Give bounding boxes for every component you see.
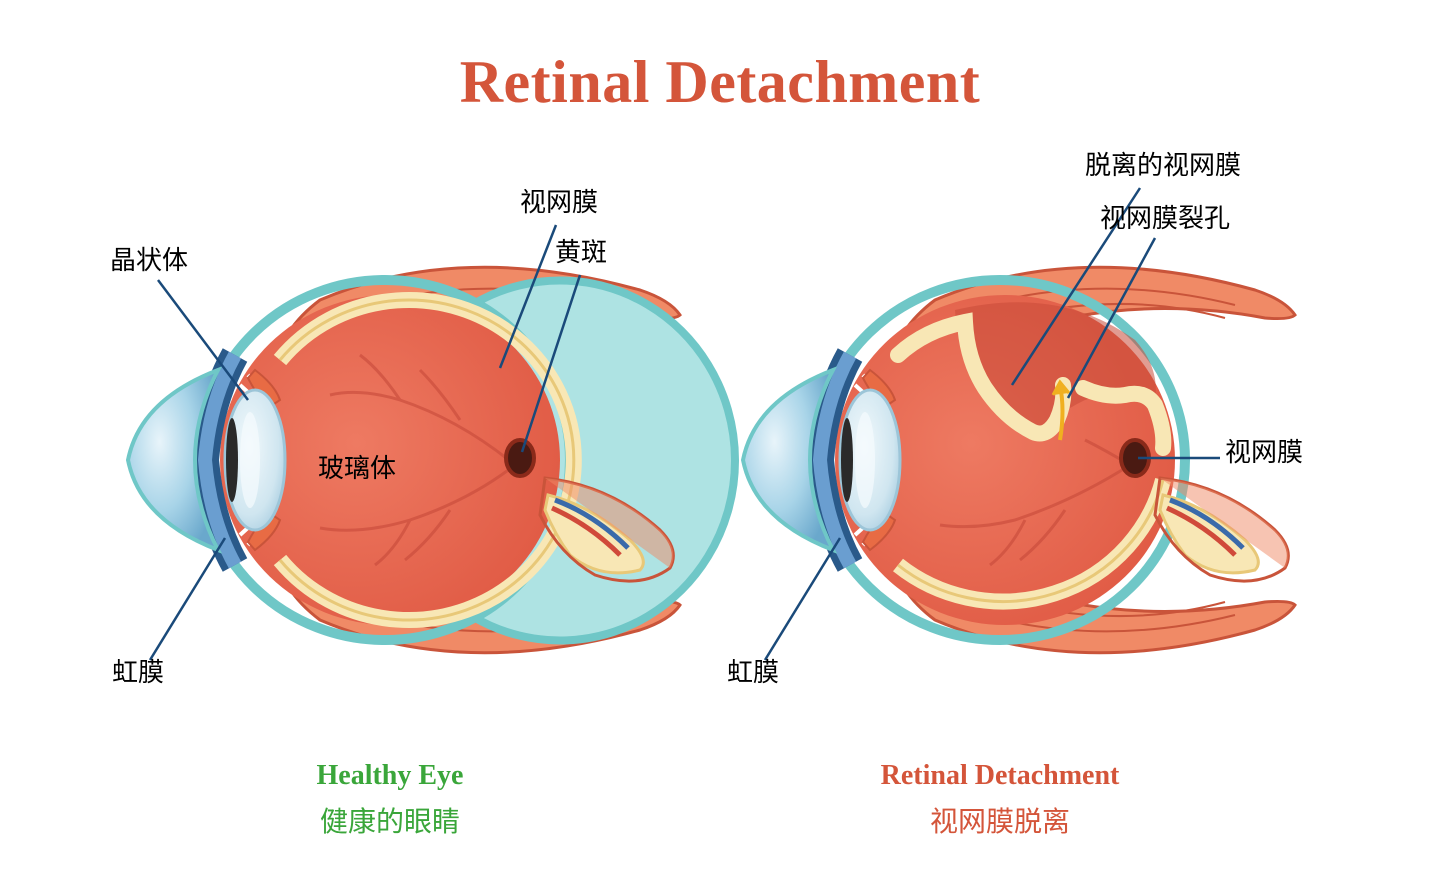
label-iris-right: 虹膜 [727, 652, 779, 689]
caption-detach-en: Retinal Detachment [840, 760, 1160, 792]
label-macula: 黄斑 [555, 232, 607, 269]
caption-healthy-zh: 健康的眼睛 [260, 800, 520, 840]
label-retinal-tear: 视网膜裂孔 [1100, 198, 1230, 235]
caption-healthy-en: Healthy Eye [260, 760, 520, 792]
label-vitreous: 玻璃体 [318, 448, 396, 485]
label-retina-right: 视网膜 [1225, 432, 1303, 469]
detached-eye-diagram [0, 0, 1440, 883]
caption-detach-zh: 视网膜脱离 [840, 800, 1160, 840]
diagram-canvas: Retinal Detachment [0, 0, 1440, 883]
label-retina-left: 视网膜 [520, 182, 598, 219]
label-iris-left: 虹膜 [112, 652, 164, 689]
label-detached-retina: 脱离的视网膜 [1085, 145, 1241, 182]
label-lens: 晶状体 [110, 240, 188, 277]
